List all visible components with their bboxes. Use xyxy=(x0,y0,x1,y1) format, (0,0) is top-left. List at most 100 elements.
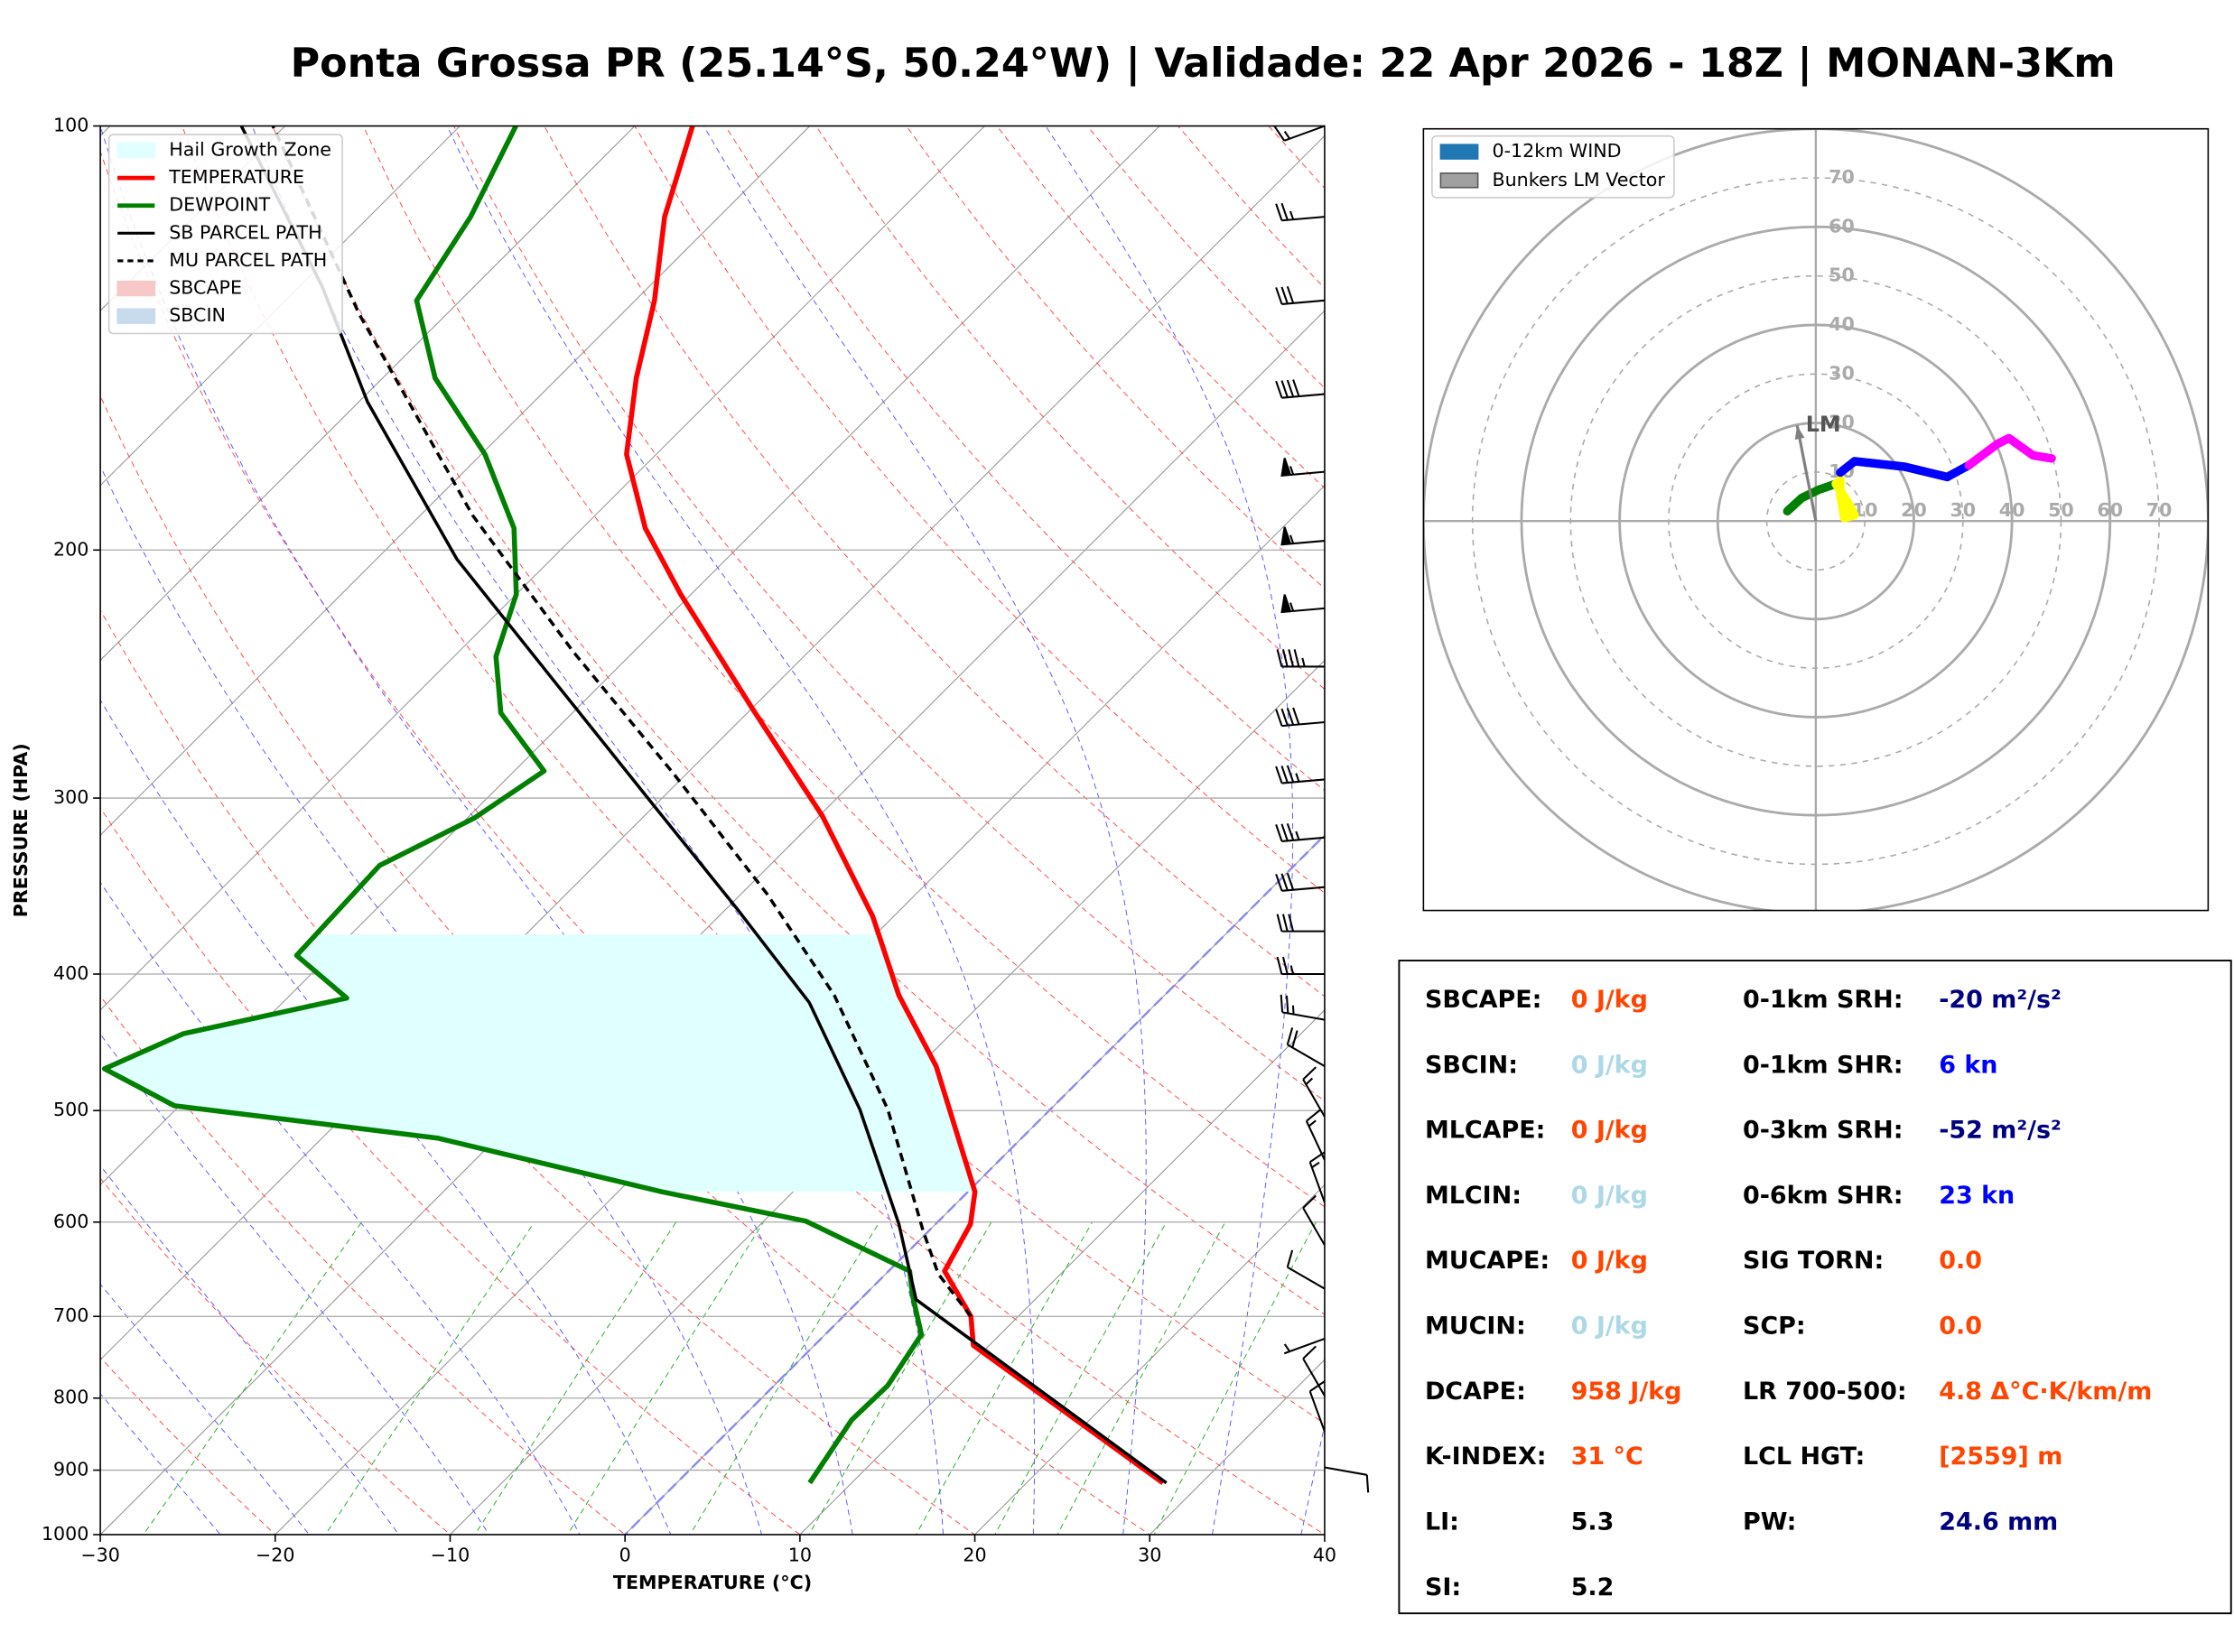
mixing-ratio xyxy=(1153,1221,1317,1535)
moist-adiabat xyxy=(100,1033,490,1535)
profile-lines xyxy=(101,125,1168,1485)
index-value: 0.0 xyxy=(1939,1247,1982,1275)
index-label: SBCAPE: xyxy=(1425,986,1541,1014)
y-ring-label: 30 xyxy=(1829,362,1855,384)
y-tick-label: 100 xyxy=(53,115,88,136)
index-value: 0 J/kg xyxy=(1571,1117,1648,1145)
legend-label: DEWPOINT xyxy=(169,194,270,216)
legend-swatch xyxy=(1439,172,1479,189)
isotherm xyxy=(973,1183,1325,1535)
index-value: -20 m²/s² xyxy=(1939,986,2062,1014)
x-axis-title: TEMPERATURE (°C) xyxy=(613,1572,812,1593)
y-tick-label: 900 xyxy=(53,1459,88,1480)
isotherm xyxy=(100,125,461,487)
wind-barb xyxy=(1275,822,1326,842)
moist-adiabat xyxy=(100,1165,400,1535)
index-label: PW: xyxy=(1743,1508,1796,1536)
wind-barb xyxy=(1275,765,1326,784)
x-ring-label: 40 xyxy=(1999,499,2025,521)
x-tick-label: 40 xyxy=(1313,1545,1336,1566)
legend-label: SB PARCEL PATH xyxy=(169,221,321,243)
index-value: 0.0 xyxy=(1939,1313,1982,1341)
index-value: 5.2 xyxy=(1571,1573,1615,1601)
moist-adiabat xyxy=(251,125,944,1535)
dry-adiabat xyxy=(272,125,1325,1315)
y-ring-label: 60 xyxy=(1829,215,1855,237)
isotherm xyxy=(100,125,986,1011)
x-ring-label: 50 xyxy=(2048,499,2074,521)
index-value: 5.3 xyxy=(1571,1508,1615,1536)
freezing-isotherm xyxy=(623,833,1325,1535)
x-ring-label: 60 xyxy=(2097,499,2123,521)
isotherm xyxy=(449,659,1325,1535)
y-ring-label: 20 xyxy=(1829,412,1855,433)
profile-line xyxy=(101,125,925,1485)
wind-barb xyxy=(1280,526,1326,546)
y-tick-label: 800 xyxy=(53,1387,88,1408)
index-label: MUCIN: xyxy=(1425,1313,1526,1341)
profile-line xyxy=(624,125,1165,1485)
legend-label: SBCIN xyxy=(169,304,226,326)
x-tick-label: 10 xyxy=(788,1545,812,1566)
profile-line xyxy=(271,125,973,1318)
wind-barb xyxy=(1273,125,1326,142)
x-ring-label: 30 xyxy=(1950,499,1976,521)
mixing-ratio xyxy=(994,1221,1168,1535)
wind-barb xyxy=(1280,458,1326,477)
legend-swatch xyxy=(116,142,156,159)
bunkers-lm-arrowhead xyxy=(1794,425,1805,440)
dry-adiabat xyxy=(182,125,1325,1425)
legend-swatch xyxy=(1439,144,1479,160)
bunkers-lm-arrow xyxy=(1795,425,1818,522)
index-label: LI: xyxy=(1425,1508,1459,1536)
index-value: 0 J/kg xyxy=(1571,1051,1648,1079)
isotherm xyxy=(100,310,1325,1535)
moist-adiabat xyxy=(446,125,1035,1535)
hodograph-trace xyxy=(1964,433,2056,470)
legend-swatch xyxy=(116,308,156,324)
mixing-ratio xyxy=(474,1221,677,1535)
x-tick-label: −10 xyxy=(431,1545,470,1566)
wind-barb xyxy=(1275,872,1326,892)
wind-barb xyxy=(1324,1466,1370,1493)
legend-label: Bunkers LM Vector xyxy=(1492,169,1665,190)
page-title: Ponta Grossa PR (25.14°S, 50.24°W) | Val… xyxy=(291,41,2116,87)
index-label: K-INDEX: xyxy=(1425,1443,1547,1471)
moist-adiabat xyxy=(100,465,763,1535)
index-label: 0-3km SRH: xyxy=(1743,1117,1903,1145)
index-value: [2559] m xyxy=(1939,1443,2062,1471)
hodograph-trace xyxy=(1831,475,1859,523)
dry-adiabat xyxy=(100,806,801,1535)
index-value: 0 J/kg xyxy=(1571,986,1648,1014)
moist-adiabat xyxy=(1300,1423,1325,1535)
legend-label: Hail Growth Zone xyxy=(169,139,331,161)
y-ring-label: 40 xyxy=(1829,313,1855,335)
legend-label: MU PARCEL PATH xyxy=(169,249,327,271)
y-axis-title: PRESSURE (HPA) xyxy=(10,743,32,917)
wind-barb xyxy=(1302,1345,1326,1397)
moist-adiabat xyxy=(1045,125,1294,1535)
isotherm xyxy=(100,125,636,662)
bunkers-lm-label: LM xyxy=(1806,412,1841,437)
x-tick-label: −30 xyxy=(80,1545,120,1566)
index-label: SI: xyxy=(1425,1573,1461,1601)
moist-adiabat xyxy=(100,125,853,1535)
wind-barb xyxy=(1286,1249,1326,1290)
hail-growth-zone xyxy=(104,934,975,1193)
isotherm xyxy=(100,125,811,836)
index-label: MUCAPE: xyxy=(1425,1247,1550,1275)
indices-table: SBCAPE: 0 J/kg SBCIN: 0 J/kg MLCAPE: 0 J/kg ML… xyxy=(1398,960,2232,1615)
wind-barb xyxy=(1275,379,1326,399)
legend-frame xyxy=(107,134,343,335)
profile-line xyxy=(239,125,1168,1485)
dry-adiabat xyxy=(634,125,1325,894)
index-value: 958 J/kg xyxy=(1571,1378,1682,1406)
y-tick-label: 400 xyxy=(53,962,88,984)
mixing-ratio xyxy=(324,1221,535,1535)
dry-adiabat xyxy=(100,394,1151,1535)
moist-adiabat xyxy=(703,125,1147,1535)
index-label: MLCIN: xyxy=(1425,1182,1522,1210)
index-label: 0-1km SHR: xyxy=(1743,1051,1903,1079)
